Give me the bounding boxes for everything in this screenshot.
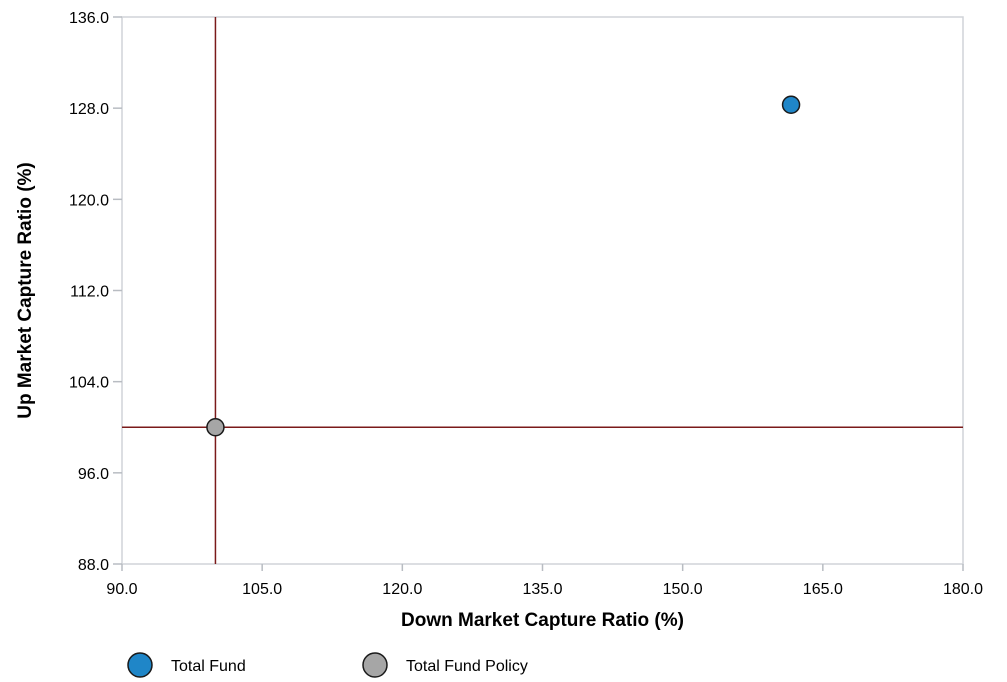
reference-lines-group — [122, 17, 963, 564]
x-tick-label: 165.0 — [803, 581, 843, 598]
legend-marker — [362, 652, 388, 678]
legend-item: Total Fund — [127, 652, 246, 678]
x-axis-title: Down Market Capture Ratio (%) — [401, 610, 684, 631]
legend-label: Total Fund Policy — [406, 658, 528, 675]
y-tick-label: 112.0 — [70, 284, 109, 301]
legend: Total Fund Total Fund Policy — [127, 652, 528, 678]
legend-label: Total Fund — [171, 658, 246, 675]
y-axis-ticks: 88.0 96.0 104.0 112.0 120.0 128.0 136.0 — [69, 10, 122, 574]
y-axis-title: Up Market Capture Ratio (%) — [15, 162, 36, 419]
x-tick-label: 90.0 — [106, 581, 137, 598]
plot-area-border — [121, 16, 964, 565]
x-tick-label: 180.0 — [943, 581, 983, 598]
x-axis-ticks: 90.0 105.0 120.0 135.0 150.0 165.0 180.0 — [106, 564, 983, 598]
data-point — [781, 95, 801, 114]
x-tick-label: 150.0 — [663, 581, 703, 598]
plot-frame-group — [121, 16, 964, 565]
y-tick-label: 136.0 — [69, 10, 109, 27]
y-tick-label: 128.0 — [69, 101, 109, 118]
y-tick-label: 120.0 — [69, 192, 109, 209]
data-point — [206, 418, 225, 437]
y-tick-label: 88.0 — [78, 557, 109, 574]
x-tick-label: 120.0 — [382, 581, 422, 598]
legend-item: Total Fund Policy — [362, 652, 528, 678]
x-tick-label: 105.0 — [242, 581, 282, 598]
x-tick-label: 135.0 — [522, 581, 562, 598]
data-points — [206, 95, 801, 437]
y-tick-label: 104.0 — [69, 375, 109, 392]
legend-marker — [127, 652, 153, 678]
y-tick-label: 96.0 — [78, 466, 109, 483]
